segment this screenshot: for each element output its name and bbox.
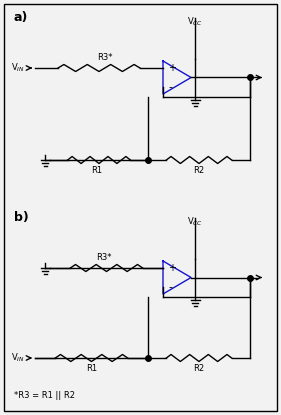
Text: -: - — [168, 282, 172, 292]
Text: +: + — [168, 63, 176, 73]
Text: R2: R2 — [193, 166, 205, 175]
Text: b): b) — [14, 212, 29, 225]
Text: -: - — [168, 82, 172, 92]
Text: V$_{CC}$: V$_{CC}$ — [187, 16, 203, 29]
Text: V$_{IN}$: V$_{IN}$ — [11, 62, 25, 74]
Text: R3*: R3* — [96, 253, 112, 262]
Text: *R3 = R1 || R2: *R3 = R1 || R2 — [14, 391, 75, 400]
Text: R1: R1 — [91, 166, 102, 175]
Text: +: + — [168, 263, 176, 273]
Text: R1: R1 — [86, 364, 97, 373]
Text: V$_{CC}$: V$_{CC}$ — [187, 216, 203, 229]
Text: R3*: R3* — [97, 53, 113, 62]
Text: R2: R2 — [193, 364, 205, 373]
Text: a): a) — [14, 12, 28, 24]
Text: V$_{IN}$: V$_{IN}$ — [11, 352, 25, 364]
